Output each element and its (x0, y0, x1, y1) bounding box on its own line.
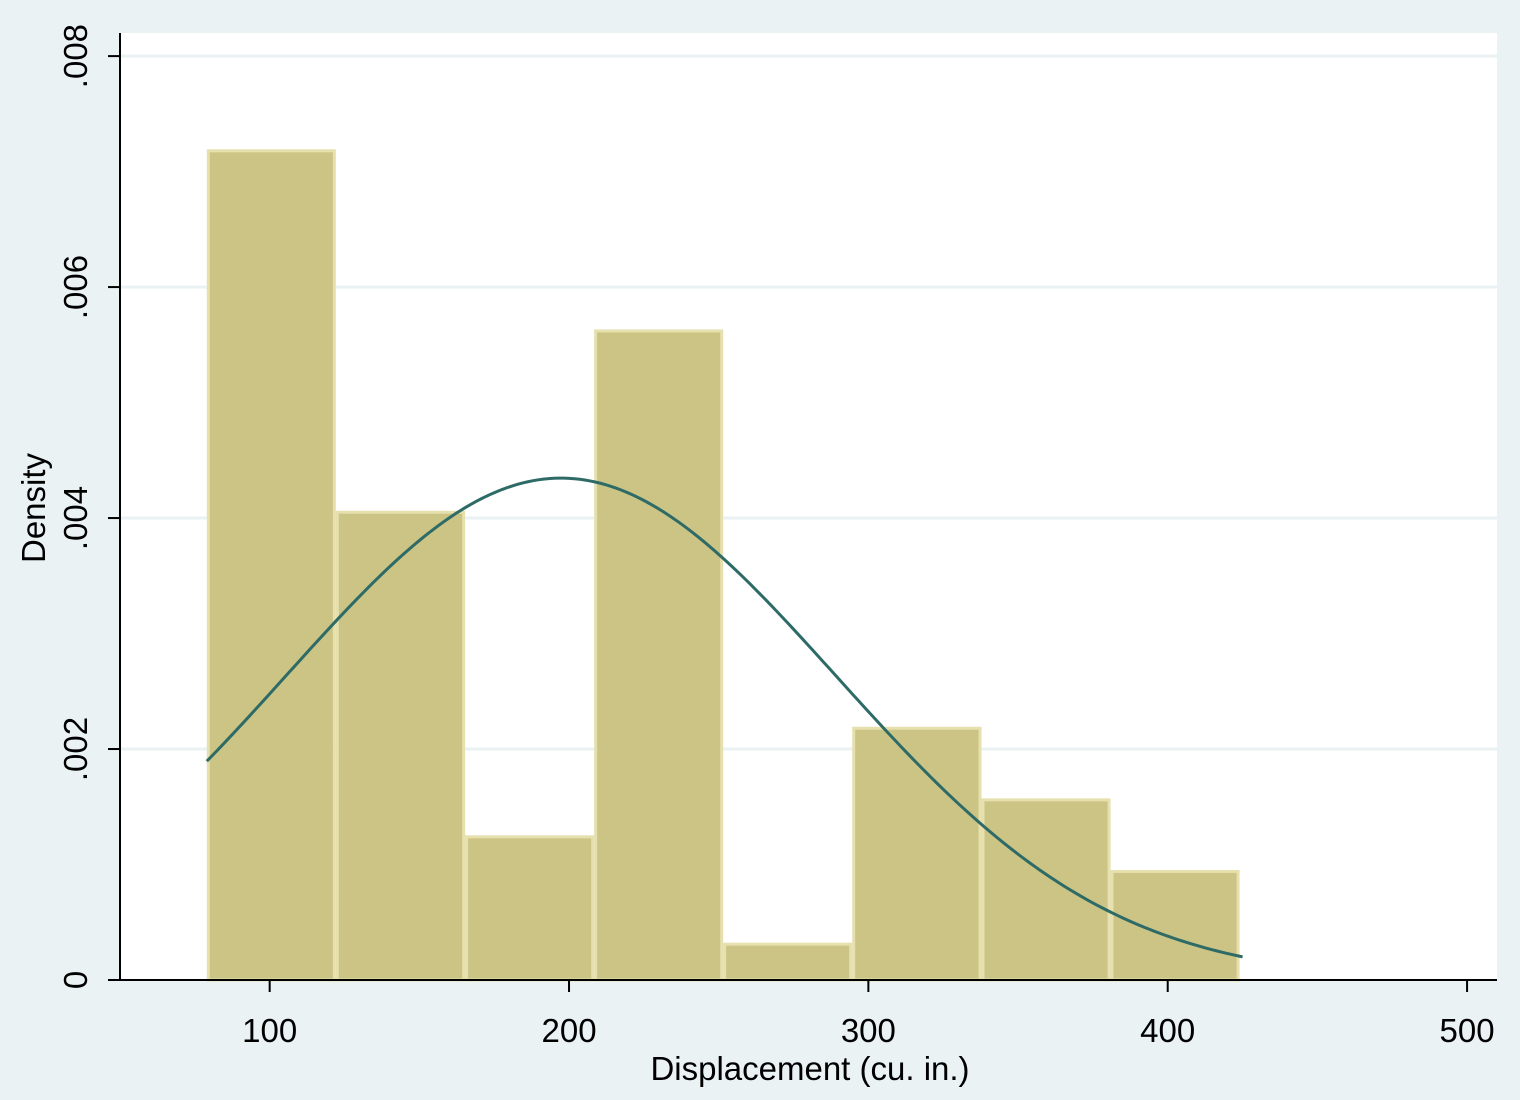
x-tick-label: 100 (242, 1012, 297, 1049)
histogram-bar (981, 798, 1111, 982)
histogram-bar (594, 329, 724, 982)
x-axis-ticks: 100 200 300 400 500 (242, 980, 1495, 1049)
axes (119, 33, 1497, 981)
histogram-bar (723, 942, 853, 982)
x-axis-title: Displacement (cu. in.) (650, 1050, 969, 1087)
histogram-bar (1110, 869, 1240, 982)
y-axis-title: Density (15, 452, 52, 563)
y-tick-label: .004 (57, 486, 94, 550)
x-tick-label: 200 (541, 1012, 596, 1049)
histogram-bar (465, 835, 595, 982)
histogram-bar (206, 149, 336, 982)
x-tick-label: 500 (1440, 1012, 1495, 1049)
y-tick-label: .006 (57, 255, 94, 319)
x-tick-label: 300 (841, 1012, 896, 1049)
normal-density-curve (205, 476, 1243, 959)
y-axis-ticks: 0 .002 .004 .006 .008 (57, 24, 120, 989)
y-tick-label: .008 (57, 24, 94, 88)
x-tick-label: 400 (1140, 1012, 1195, 1049)
histogram-bar (335, 510, 466, 982)
histogram-bar (852, 726, 982, 982)
y-tick-label: 0 (57, 971, 94, 989)
y-tick-label: .002 (57, 717, 94, 781)
